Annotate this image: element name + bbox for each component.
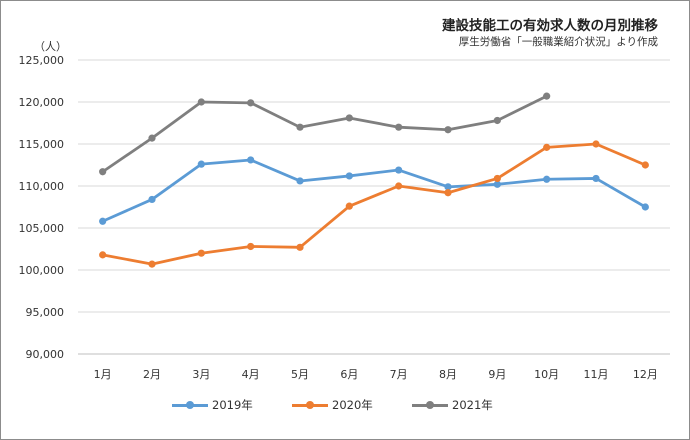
legend: 2019年 2020年 2021年 — [0, 396, 690, 416]
data-point — [395, 123, 403, 131]
data-point — [148, 260, 156, 268]
legend-item-2020: 2020年 — [292, 396, 373, 414]
x-tick-label: 9月 — [488, 368, 506, 381]
x-tick-label: 11月 — [584, 368, 609, 381]
x-tick-label: 6月 — [340, 368, 358, 381]
data-point — [345, 172, 353, 180]
y-tick-label: 100,000 — [19, 264, 65, 277]
x-tick-label: 10月 — [534, 368, 559, 381]
data-point — [395, 182, 403, 190]
chart-subtitle: 厚生労働省「一般職業紹介状況」より作成 — [458, 36, 658, 48]
series-2021年 — [99, 92, 551, 176]
data-point — [197, 98, 205, 106]
legend-marker-2021 — [412, 400, 448, 409]
x-tick-labels: 1月 2月 3月 4月 5月 6月 7月 8月 9月 10月 11月 12月 — [94, 368, 658, 381]
data-point — [543, 143, 551, 151]
data-point — [444, 189, 452, 197]
data-point — [296, 243, 304, 251]
data-point — [148, 195, 156, 204]
legend-label-2020: 2020年 — [332, 398, 373, 412]
series-line — [102, 158, 647, 223]
data-point — [641, 203, 649, 211]
data-point — [444, 183, 452, 191]
data-point — [493, 180, 501, 188]
y-tick-labels: 90,000 95,000 100,000 105,000 110,000 115,000… — [19, 54, 65, 361]
x-tick-label: 7月 — [390, 368, 408, 381]
y-tick-label: 115,000 — [19, 138, 65, 151]
data-point — [641, 161, 649, 169]
legend-marker-2019 — [172, 400, 208, 409]
y-tick-label: 95,000 — [26, 306, 65, 319]
x-tick-label: 4月 — [242, 368, 260, 381]
data-point — [296, 123, 304, 131]
series-2019年 — [99, 156, 649, 225]
series-line — [101, 94, 548, 173]
data-point — [493, 116, 501, 125]
x-tick-label: 8月 — [439, 368, 457, 381]
data-point — [99, 217, 107, 225]
data-point — [345, 114, 353, 122]
y-tick-label: 110,000 — [19, 180, 65, 193]
data-point — [247, 156, 255, 164]
data-point — [247, 99, 255, 107]
y-tick-label: 90,000 — [26, 348, 65, 361]
chart-title: 建設技能工の有効求人数の月別推移 — [442, 18, 658, 34]
series-2020年 — [99, 140, 649, 268]
data-point — [99, 251, 107, 259]
y-tick-label: 105,000 — [19, 222, 65, 235]
legend-item-2019: 2019年 — [172, 396, 253, 414]
data-point — [543, 92, 551, 100]
data-point — [345, 202, 353, 210]
data-point — [592, 140, 600, 148]
legend-label-2021: 2021年 — [452, 398, 493, 412]
series-line — [102, 142, 646, 266]
gridlines — [78, 59, 670, 355]
data-point — [543, 175, 551, 183]
data-point — [296, 177, 304, 185]
data-point — [395, 166, 403, 174]
data-point — [197, 160, 205, 168]
data-point — [444, 126, 452, 134]
legend-label-2019: 2019年 — [212, 398, 253, 412]
data-point — [197, 249, 205, 257]
legend-item-2021: 2021年 — [412, 396, 493, 414]
data-point — [493, 174, 501, 183]
series-lines — [99, 92, 649, 268]
x-tick-label: 3月 — [192, 368, 210, 381]
x-tick-label: 5月 — [291, 368, 309, 381]
data-point — [592, 174, 600, 183]
x-tick-label: 1月 — [94, 368, 112, 381]
x-tick-label: 12月 — [633, 368, 658, 381]
legend-marker-2020 — [292, 400, 328, 409]
data-point — [99, 168, 107, 176]
y-axis-unit-label: （人） — [34, 40, 67, 53]
data-point — [247, 242, 255, 251]
x-tick-label: 2月 — [143, 368, 161, 381]
data-point — [148, 134, 156, 142]
y-tick-label: 125,000 — [19, 54, 65, 67]
y-tick-label: 120,000 — [19, 96, 65, 109]
